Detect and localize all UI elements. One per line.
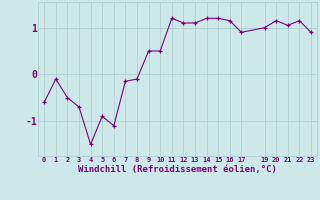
- X-axis label: Windchill (Refroidissement éolien,°C): Windchill (Refroidissement éolien,°C): [78, 165, 277, 174]
